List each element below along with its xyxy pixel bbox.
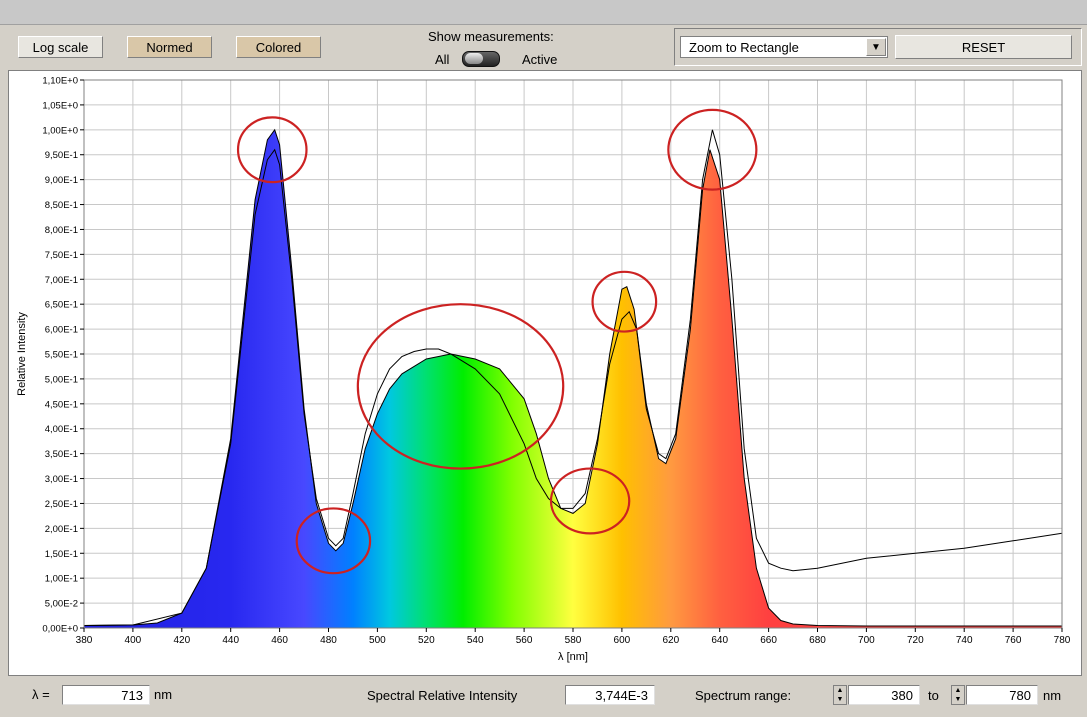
x-tick-label: 400 [125,635,142,646]
reference-line [83,129,1063,626]
reset-button[interactable]: RESET [895,35,1072,59]
y-tick-label: 8,00E-1 [45,225,78,236]
range-to-spinner[interactable]: ▲ ▼ [951,685,965,705]
x-tick-label: 440 [222,635,239,646]
normed-button[interactable]: Normed [127,36,212,58]
colored-button[interactable]: Colored [236,36,321,58]
y-tick-label: 5,00E-2 [45,599,78,610]
range-from-field[interactable]: 380 [848,685,920,705]
x-tick-label: 680 [809,635,826,646]
y-axis-label: Relative Intensity [16,312,28,396]
lambda-unit: nm [154,687,173,702]
spectrum-chart[interactable]: 380 400 420 440 460 480 500 520 540 560 580 600 620 6… [9,71,1081,675]
measurements-toggle[interactable] [462,51,500,67]
y-tick-label: 1,10E+0 [42,76,78,87]
range-from-spinner[interactable]: ▲ ▼ [833,685,847,705]
plot-frame: 380 400 420 440 460 480 500 520 540 560 580 600 620 6… [8,70,1082,676]
y-tick-label: 0,00E+0 [42,624,78,635]
zoom-mode-value: Zoom to Rectangle [689,39,799,55]
active-label: Active [522,52,558,67]
x-tick-label: 500 [369,635,386,646]
x-tick-label: 460 [271,635,288,646]
y-tick-label: 1,05E+0 [42,100,78,111]
x-tick-label: 780 [1054,635,1071,646]
zoom-mode-select[interactable]: Zoom to Rectangle ▼ [680,36,888,58]
highlight-circle [667,108,758,191]
highlight-circle [549,467,631,535]
all-label: All [435,52,450,67]
x-tick-label: 540 [467,635,484,646]
y-tick-label: 2,50E-1 [45,499,78,510]
y-tick-label: 9,50E-1 [45,150,78,161]
y-tick-label: 6,00E-1 [45,325,78,336]
y-tick-label: 5,00E-1 [45,374,78,385]
x-tick-label: 740 [956,635,973,646]
highlight-circle [295,507,372,575]
y-tick-label: 9,00E-1 [45,175,78,186]
y-tick-label: 8,50E-1 [45,200,78,211]
y-tick-label: 1,00E-1 [45,574,78,585]
range-to-label: to [928,688,939,703]
highlight-circle [236,116,308,184]
x-tick-label: 600 [614,635,631,646]
x-tick-label: 620 [662,635,679,646]
y-tick-label: 6,50E-1 [45,300,78,311]
zoom-tool-group [674,28,1082,66]
y-tick-label: 5,50E-1 [45,350,78,361]
y-tick-label: 1,00E+0 [42,125,78,136]
range-to-field[interactable]: 780 [966,685,1038,705]
x-tick-label: 660 [760,635,777,646]
x-tick-label: 720 [907,635,924,646]
show-measurements-label: Show measurements: [428,29,554,44]
y-tick-label: 7,50E-1 [45,250,78,261]
chevron-down-icon[interactable]: ▼ [866,38,886,56]
lambda-field[interactable]: 713 [62,685,150,705]
x-tick-label: 480 [320,635,337,646]
spectrum-range-label: Spectrum range: [695,688,792,703]
x-tick-label: 760 [1005,635,1022,646]
x-tick-label: 640 [711,635,728,646]
y-tick-label: 1,50E-1 [45,549,78,560]
x-tick-label: 420 [173,635,190,646]
y-tick-label: 4,50E-1 [45,399,78,410]
x-tick-label: 560 [516,635,533,646]
sri-field: 3,744E-3 [565,685,655,705]
x-tick-label: 580 [565,635,582,646]
range-unit: nm [1043,688,1062,703]
sri-label: Spectral Relative Intensity [367,688,518,703]
y-tick-label: 3,50E-1 [45,449,78,460]
y-tick-label: 4,00E-1 [45,424,78,435]
title-strip [0,0,1087,25]
highlight-circle [591,270,658,333]
x-tick-label: 380 [76,635,93,646]
x-tick-label: 520 [418,635,435,646]
y-tick-label: 7,00E-1 [45,275,78,286]
spectrum-area [83,128,1063,629]
y-tick-label: 2,00E-1 [45,524,78,535]
y-tick-label: 3,00E-1 [45,474,78,485]
x-axis-label: λ [nm] [558,651,588,663]
highlight-circle [356,303,565,470]
lambda-label: λ = [32,687,50,702]
x-tick-label: 700 [858,635,875,646]
log-scale-button[interactable]: Log scale [18,36,103,58]
